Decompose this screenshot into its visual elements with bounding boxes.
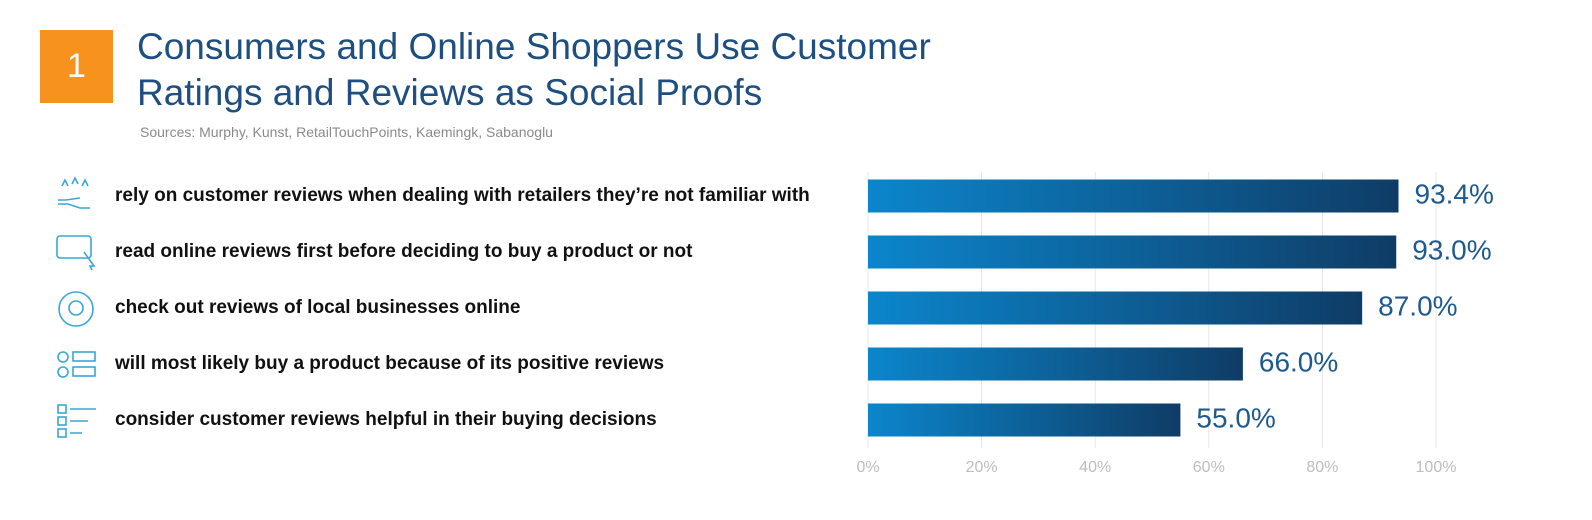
category-label: read online reviews first before decidin… xyxy=(115,241,693,262)
x-tick-label: 80% xyxy=(1306,459,1338,476)
bar xyxy=(868,347,1243,381)
value-label: 55.0% xyxy=(1196,402,1275,433)
bar xyxy=(868,291,1363,325)
badge: 1 xyxy=(40,30,113,103)
x-tick-label: 60% xyxy=(1193,459,1225,476)
bar xyxy=(868,403,1181,437)
x-tick-label: 40% xyxy=(1079,459,1111,476)
value-label: 93.4% xyxy=(1415,178,1494,209)
x-tick-label: 20% xyxy=(966,459,998,476)
bar xyxy=(868,179,1399,213)
icons xyxy=(56,176,96,438)
bar xyxy=(868,235,1397,269)
category-label: rely on customer reviews when dealing wi… xyxy=(115,185,810,206)
value-label: 87.0% xyxy=(1378,290,1457,321)
value-label: 93.0% xyxy=(1412,234,1491,265)
category-label: check out reviews of local businesses on… xyxy=(115,297,520,318)
chart-subtitle: Sources: Murphy, Kunst, RetailTouchPoint… xyxy=(140,124,553,140)
x-tick-label: 0% xyxy=(856,459,879,476)
category-label: will most likely buy a product because o… xyxy=(114,353,664,374)
chart-title: Consumers and Online Shoppers Use Custom… xyxy=(137,26,931,113)
category-label: consider customer reviews helpful in the… xyxy=(115,409,657,430)
x-tick-label: 100% xyxy=(1416,459,1457,476)
value-label: 66.0% xyxy=(1259,346,1338,377)
